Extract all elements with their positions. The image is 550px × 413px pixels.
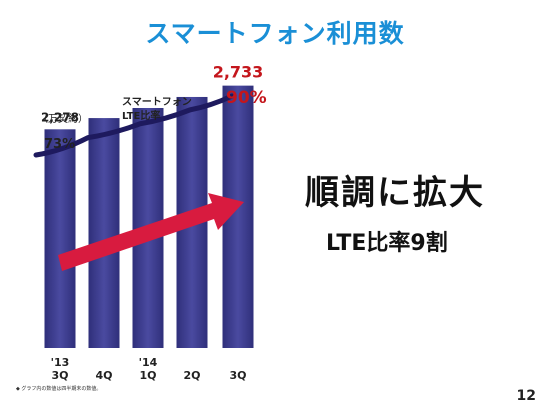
slide-title: スマートフォン利用数 bbox=[145, 19, 405, 48]
x-tick-label-1-1: '13 bbox=[50, 356, 70, 369]
footnote: ◆ グラフ内の数値は四半期末の数値。 bbox=[16, 386, 102, 392]
x-tick-label-4-2: 2Q bbox=[183, 369, 201, 382]
x-tick-label-3-1: '14 bbox=[138, 356, 158, 369]
bar-value-label-5: 2,733 bbox=[213, 63, 264, 82]
subheadline: LTE比率9割 bbox=[326, 231, 448, 256]
lte-series-label: スマートフォン LTE比率 bbox=[122, 96, 192, 124]
unit-label: （万契約） bbox=[38, 114, 88, 125]
x-tick-label-5-2: 3Q bbox=[229, 369, 247, 382]
bar-value-label-1: 2,278 bbox=[41, 110, 79, 124]
x-tick-label-1-2: 3Q bbox=[51, 369, 69, 382]
lte-series-label-line2: LTE比率 bbox=[122, 111, 161, 122]
x-tick-label-2-2: 4Q bbox=[95, 369, 113, 382]
lte-ratio-line bbox=[33, 93, 235, 158]
lte-start-value: 73% bbox=[44, 137, 76, 152]
growth-arrow bbox=[58, 193, 244, 271]
x-tick-label-3-2: 1Q bbox=[139, 369, 157, 382]
bar-2 bbox=[88, 118, 120, 348]
headline: 順調に拡大 bbox=[305, 173, 485, 213]
page-number: 12 bbox=[516, 388, 536, 404]
lte-series-label-line1: スマートフォン bbox=[122, 97, 192, 108]
lte-end-value: 90% bbox=[226, 88, 267, 108]
bar-1 bbox=[44, 129, 76, 348]
